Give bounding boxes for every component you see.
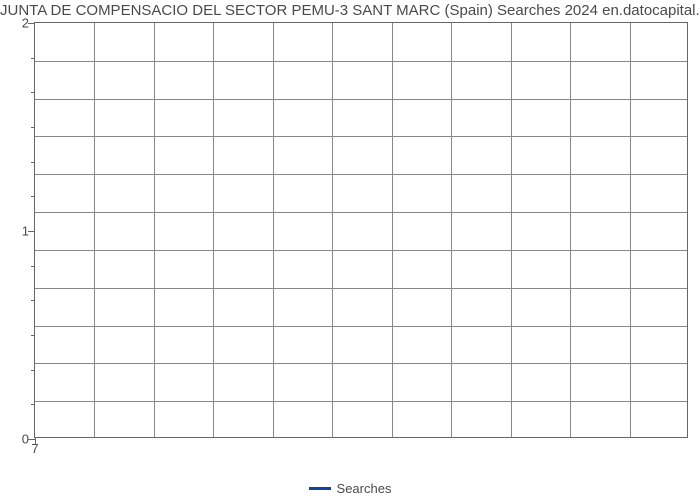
y-minor-tick xyxy=(31,23,35,24)
y-minor-tick xyxy=(31,196,35,197)
y-minor-tick xyxy=(31,127,35,128)
gridline-horizontal xyxy=(35,401,687,402)
chart-container: JUNTA DE COMPENSACIO DEL SECTOR PEMU-3 S… xyxy=(0,0,700,500)
y-minor-tick xyxy=(31,58,35,59)
x-tick-mark xyxy=(35,437,36,444)
y-minor-tick xyxy=(31,162,35,163)
gridline-horizontal xyxy=(35,288,687,289)
gridline-vertical xyxy=(511,23,512,437)
gridline-vertical xyxy=(154,23,155,437)
y-minor-tick xyxy=(31,404,35,405)
y-minor-tick xyxy=(31,266,35,267)
gridline-vertical xyxy=(332,23,333,437)
gridline-vertical xyxy=(273,23,274,437)
gridline-vertical xyxy=(630,23,631,437)
gridline-horizontal xyxy=(35,99,687,100)
legend: Searches xyxy=(0,481,700,496)
gridline-vertical xyxy=(392,23,393,437)
gridline-vertical xyxy=(213,23,214,437)
gridline-horizontal xyxy=(35,61,687,62)
legend-swatch xyxy=(309,487,331,490)
gridline-horizontal xyxy=(35,326,687,327)
y-minor-tick xyxy=(31,300,35,301)
gridline-horizontal xyxy=(35,250,687,251)
gridline-horizontal xyxy=(35,212,687,213)
y-minor-tick xyxy=(31,92,35,93)
legend-label: Searches xyxy=(337,481,392,496)
gridline-horizontal xyxy=(35,136,687,137)
y-minor-tick xyxy=(31,335,35,336)
gridline-horizontal xyxy=(35,174,687,175)
gridline-vertical xyxy=(451,23,452,437)
gridline-vertical xyxy=(94,23,95,437)
y-minor-tick xyxy=(31,231,35,232)
gridline-horizontal xyxy=(35,363,687,364)
gridline-vertical xyxy=(570,23,571,437)
chart-title: JUNTA DE COMPENSACIO DEL SECTOR PEMU-3 S… xyxy=(0,2,700,19)
plot-area: 0127 xyxy=(34,22,688,438)
y-minor-tick xyxy=(31,370,35,371)
